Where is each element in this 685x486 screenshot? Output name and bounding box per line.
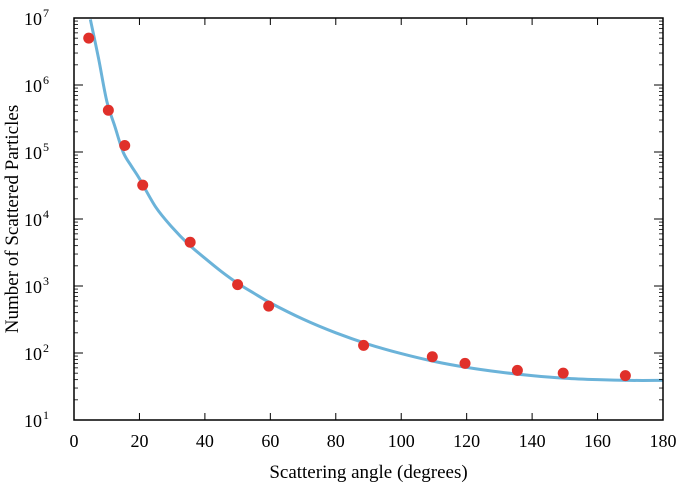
y-tick-exponent: 4: [43, 207, 49, 221]
data-point-12: [557, 367, 569, 379]
data-point-5: [184, 236, 196, 248]
x-tick-label: 0: [70, 431, 79, 451]
y-tick-label: 10: [24, 143, 42, 163]
y-tick-exponent: 6: [43, 73, 49, 87]
data-point-9: [426, 351, 438, 363]
y-tick-exponent: 3: [43, 274, 49, 288]
x-tick-label: 160: [584, 431, 611, 451]
data-point-7: [263, 300, 275, 312]
x-axis-label: Scattering angle (degrees): [269, 462, 467, 483]
fit-curve: [88, 19, 663, 382]
y-tick-label: 10: [24, 9, 42, 29]
data-point-4: [137, 179, 149, 191]
x-tick-label: 100: [388, 431, 415, 451]
y-tick-exponent: 5: [43, 140, 49, 154]
data-point-8: [358, 339, 370, 351]
y-tick-exponent: 7: [43, 6, 49, 20]
y-tick-label: 10: [24, 210, 42, 230]
x-tick-label: 60: [261, 431, 279, 451]
x-tick-label: 140: [519, 431, 546, 451]
y-axis-label: Number of Scattered Particles: [2, 105, 23, 333]
y-tick-exponent: 2: [43, 341, 49, 355]
y-tick-label: 10: [24, 411, 42, 431]
data-point-6: [232, 279, 244, 291]
y-tick-label: 10: [24, 76, 42, 96]
x-axis: 0 20 40 60 80 100 120 140 160 180: [70, 18, 677, 451]
x-tick-label: 180: [650, 431, 677, 451]
plot-content: [83, 19, 663, 382]
plot-frame: [73, 17, 664, 421]
y-tick-label: 10: [24, 344, 42, 364]
x-tick-label: 20: [130, 431, 148, 451]
y-tick-label: 10: [24, 277, 42, 297]
x-tick-label: 80: [327, 431, 345, 451]
data-point-10: [459, 357, 471, 369]
x-tick-label: 40: [196, 431, 214, 451]
y-tick-exponent: 1: [43, 408, 49, 422]
data-point-13: [619, 370, 631, 382]
data-point-2: [102, 104, 114, 116]
data-point-3: [119, 140, 131, 152]
x-tick-label: 120: [453, 431, 480, 451]
data-point-11: [511, 364, 523, 376]
data-point-1: [83, 32, 95, 44]
